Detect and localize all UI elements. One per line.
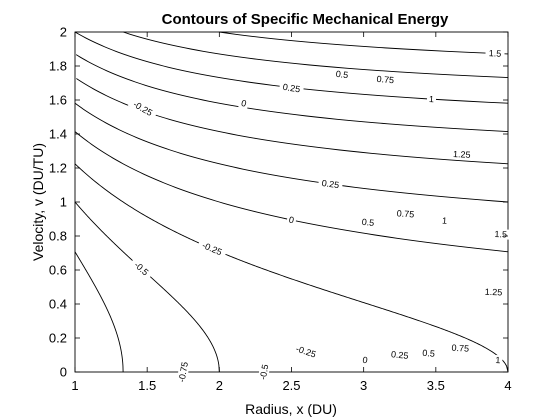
chart-title: Contours of Specific Mechanical Energy [162, 11, 449, 28]
contour-label-bg-m0p75-0 [175, 356, 191, 388]
contour-label-0-2: 0 [362, 355, 369, 366]
y-tick-label-1p4: 1.4 [49, 127, 67, 142]
contour-label-0p75-2: 0.75 [451, 343, 469, 354]
y-tick-label-0p4: 0.4 [49, 297, 67, 312]
x-tick-label-4: 4 [504, 378, 511, 393]
contour-label-bg-0p5-2 [418, 347, 439, 360]
contour-label-bg-0-1 [286, 214, 297, 226]
contour-label-m0p5-1: -0.5 [258, 363, 271, 380]
contour-label-1p25-0: 1.25 [453, 149, 471, 160]
x-axis-label: Radius, x (DU) [245, 401, 337, 417]
y-axis-ticks: 0 0.2 0.4 0.6 0.8 1 1.2 1.4 1.6 1.8 2 [49, 25, 508, 380]
contour-label-1-2: 1 [495, 355, 500, 365]
contour-label-bg-0p5-1 [358, 216, 378, 229]
contour-label-1p25-1: 1.25 [485, 287, 503, 298]
contour-line-1p25 [122, 31, 509, 78]
contour-label-bg-1p25-1 [481, 286, 506, 298]
x-tick-label-3: 3 [360, 378, 367, 393]
x-tick-label-1p5: 1.5 [138, 378, 156, 393]
y-tick-label-0p8: 0.8 [49, 229, 67, 244]
contour-label-m0p25-0: -0.25 [131, 99, 154, 118]
y-tick-label-1p6: 1.6 [49, 93, 67, 108]
contour-label-m0p25-1: -0.25 [201, 240, 224, 257]
x-axis-ticks: 1 1.5 2 2.5 3 3.5 4 [71, 32, 512, 393]
contour-label-0p5-1: 0.5 [361, 217, 374, 228]
contour-label-0p75-1: 0.75 [396, 208, 414, 219]
contour-label-1p5-1: 1.5 [494, 229, 507, 239]
contour-label-bg-0p25-1 [317, 177, 344, 191]
y-tick-label-1p2: 1.2 [49, 161, 67, 176]
contour-label-0-1: 0 [288, 215, 295, 226]
contour-label-0p25-1: 0.25 [321, 178, 340, 190]
contour-label-0-0: 0 [240, 98, 247, 109]
contour-label-bg-0p25-2 [387, 348, 413, 362]
contour-label-0p25-0: 0.25 [282, 82, 301, 95]
contour-label-bg-m0p25-2 [290, 342, 322, 361]
contour-label-bg-0-0 [238, 97, 250, 110]
x-tick-label-3p5: 3.5 [427, 378, 445, 393]
contour-label-bg-1-0 [426, 93, 437, 105]
contour-label-bg-0p5-0 [332, 68, 353, 81]
contour-label-bg-0p75-0 [372, 73, 398, 86]
contour-label-bg-m0p5-1 [257, 359, 272, 385]
contour-label-bg-1p5-0 [485, 48, 505, 59]
y-tick-label-2: 2 [60, 25, 67, 40]
contour-label-0p5-0: 0.5 [335, 69, 349, 80]
contour-label-m0p75-0: -0.75 [177, 361, 190, 383]
contour-labels: -0.75-0.5-0.5-0.25-0.25-0.250000.250.250… [127, 48, 511, 388]
x-tick-label-2p5: 2.5 [282, 378, 300, 393]
contour-label-0p75-0: 0.75 [376, 74, 394, 85]
contour-line-0 [74, 131, 509, 253]
contour-label-bg-1p5-1 [491, 228, 511, 240]
contour-line-1 [74, 31, 509, 104]
contour-label-m0p25-2: -0.25 [295, 344, 318, 360]
contour-label-0p5-2: 0.5 [422, 348, 435, 359]
contour-label-bg-0p75-1 [393, 208, 418, 220]
contour-line-0p75 [75, 54, 509, 133]
contour-label-1-0: 1 [429, 94, 435, 104]
contour-label-1p5-0: 1.5 [489, 48, 502, 59]
y-tick-label-0: 0 [60, 365, 67, 380]
contour-label-bg-m0p25-0 [127, 96, 158, 121]
contour-label-bg-1-2 [493, 354, 503, 366]
contour-line-0p5 [76, 78, 509, 165]
contour-label-bg-0p25-0 [278, 81, 305, 95]
contour-label-bg-1p25-0 [449, 148, 475, 161]
y-tick-label-0p2: 0.2 [49, 331, 67, 346]
contour-label-bg-1-1 [439, 215, 450, 226]
x-tick-label-1: 1 [71, 378, 78, 393]
x-tick-label-2: 2 [216, 378, 223, 393]
contour-label-bg-0p75-2 [448, 342, 473, 354]
contour-label-bg-m0p25-1 [196, 238, 228, 260]
contour-line-0p25 [74, 103, 509, 203]
plot-area: -0.75-0.5-0.5-0.25-0.25-0.250000.250.250… [49, 25, 512, 394]
y-axis-label: Velocity, v (DU/TU) [30, 143, 46, 261]
y-tick-label-1p8: 1.8 [49, 59, 67, 74]
contour-line-1p5 [219, 31, 509, 55]
contour-label-bg-m0p5-0 [129, 256, 154, 281]
contour-line-m0p75 [74, 251, 124, 373]
contour-label-0p25-2: 0.25 [391, 349, 409, 361]
contour-label-bg-0-2 [359, 354, 371, 366]
contour-line-m0p5 [74, 201, 220, 373]
contour-label-1-1: 1 [442, 216, 448, 226]
y-tick-label-1: 1 [60, 195, 67, 210]
contour-line-m0p25 [74, 163, 509, 373]
y-tick-label-0p6: 0.6 [49, 263, 67, 278]
